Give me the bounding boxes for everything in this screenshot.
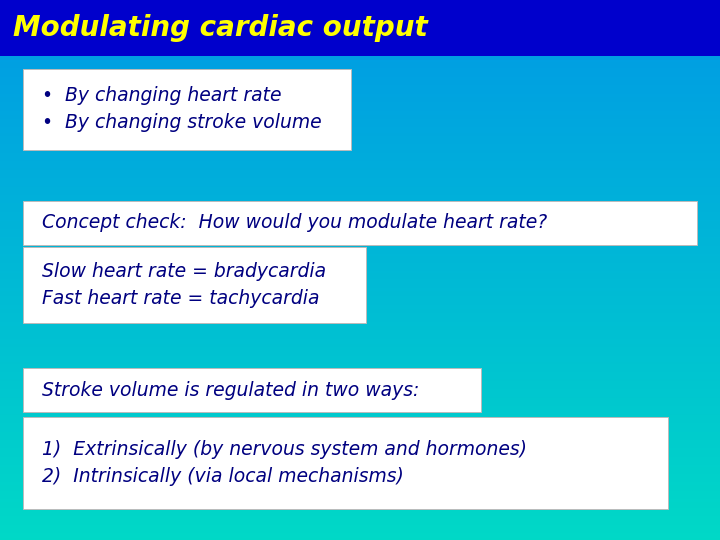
Text: •  By changing heart rate
•  By changing stroke volume: • By changing heart rate • By changing s… xyxy=(42,86,321,132)
FancyBboxPatch shape xyxy=(23,247,366,323)
Text: Stroke volume is regulated in two ways:: Stroke volume is regulated in two ways: xyxy=(42,381,419,400)
FancyBboxPatch shape xyxy=(23,417,668,509)
FancyBboxPatch shape xyxy=(23,69,351,150)
Text: Concept check:  How would you modulate heart rate?: Concept check: How would you modulate he… xyxy=(42,213,547,232)
Text: Slow heart rate = bradycardia
Fast heart rate = tachycardia: Slow heart rate = bradycardia Fast heart… xyxy=(42,262,326,308)
Text: Modulating cardiac output: Modulating cardiac output xyxy=(13,14,428,42)
FancyBboxPatch shape xyxy=(0,0,720,56)
Text: 1)  Extrinsically (by nervous system and hormones)
2)  Intrinsically (via local : 1) Extrinsically (by nervous system and … xyxy=(42,440,527,486)
FancyBboxPatch shape xyxy=(23,368,481,412)
FancyBboxPatch shape xyxy=(23,201,697,245)
